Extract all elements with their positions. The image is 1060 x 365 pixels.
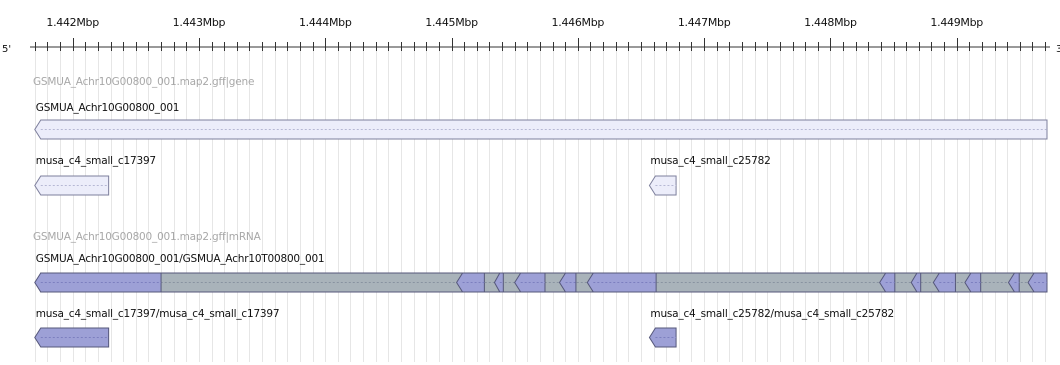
tick-label: 1.449Mbp — [930, 16, 983, 29]
coordinate-ruler: 5' 3' 1.442Mbp 1.443Mbp 1.444Mbp 1.445Mbp 1.… — [2, 16, 1060, 55]
track-gene: GSMUA_Achr10G00800_001.map2.gff|gene GSMU… — [33, 76, 1048, 196]
track-mrna: GSMUA_Achr10G00800_001.map2.gff|mRNA GSMU… — [33, 231, 1048, 348]
feature-label: GSMUA_Achr10G00800_001/GSMUA_Achr10T0080… — [36, 253, 325, 265]
gene-feature: musa_c4_small_c17397 — [34, 155, 156, 196]
gene-feature-arrow — [34, 175, 110, 196]
tick-label: 1.447Mbp — [678, 16, 731, 29]
exon-block — [493, 272, 504, 293]
feature-label: musa_c4_small_c25782 — [650, 155, 770, 167]
tick-label: 1.443Mbp — [173, 16, 226, 29]
feature-label: musa_c4_small_c17397/musa_c4_small_c1739… — [36, 308, 280, 320]
exon-block — [1007, 272, 1020, 293]
tick-label: 1.448Mbp — [804, 16, 857, 29]
feature-label: musa_c4_small_c25782/musa_c4_small_c2578… — [650, 308, 894, 320]
gridlines — [35, 51, 1046, 362]
mrna-feature: GSMUA_Achr10G00800_001/GSMUA_Achr10T0080… — [34, 253, 1048, 293]
mrna-feature: musa_c4_small_c25782/musa_c4_small_c2578… — [648, 308, 894, 348]
feature-tracks: GSMUA_Achr10G00800_001.map2.gff|gene GSMU… — [33, 76, 1048, 348]
feature-label: musa_c4_small_c17397 — [36, 155, 156, 167]
exon-block — [648, 327, 677, 348]
exon-block — [34, 327, 110, 348]
feature-label: GSMUA_Achr10G00800_001 — [36, 102, 180, 114]
track-title: GSMUA_Achr10G00800_001.map2.gff|gene — [33, 76, 254, 88]
track-title: GSMUA_Achr10G00800_001.map2.gff|mRNA — [33, 231, 262, 243]
mrna-feature: musa_c4_small_c17397/musa_c4_small_c1739… — [34, 308, 280, 348]
strand-3-label: 3' — [1056, 44, 1060, 55]
gene-feature: GSMUA_Achr10G00800_001 — [34, 102, 1048, 140]
gene-feature-arrow — [648, 175, 677, 196]
tick-label: 1.442Mbp — [46, 16, 99, 29]
tick-label: 1.446Mbp — [552, 16, 605, 29]
strand-5-label: 5' — [2, 44, 11, 55]
tick-label: 1.444Mbp — [299, 16, 352, 29]
exon-block — [558, 272, 577, 293]
exon-block — [910, 272, 922, 293]
gene-feature: musa_c4_small_c25782 — [648, 155, 771, 196]
tick-label: 1.445Mbp — [425, 16, 478, 29]
